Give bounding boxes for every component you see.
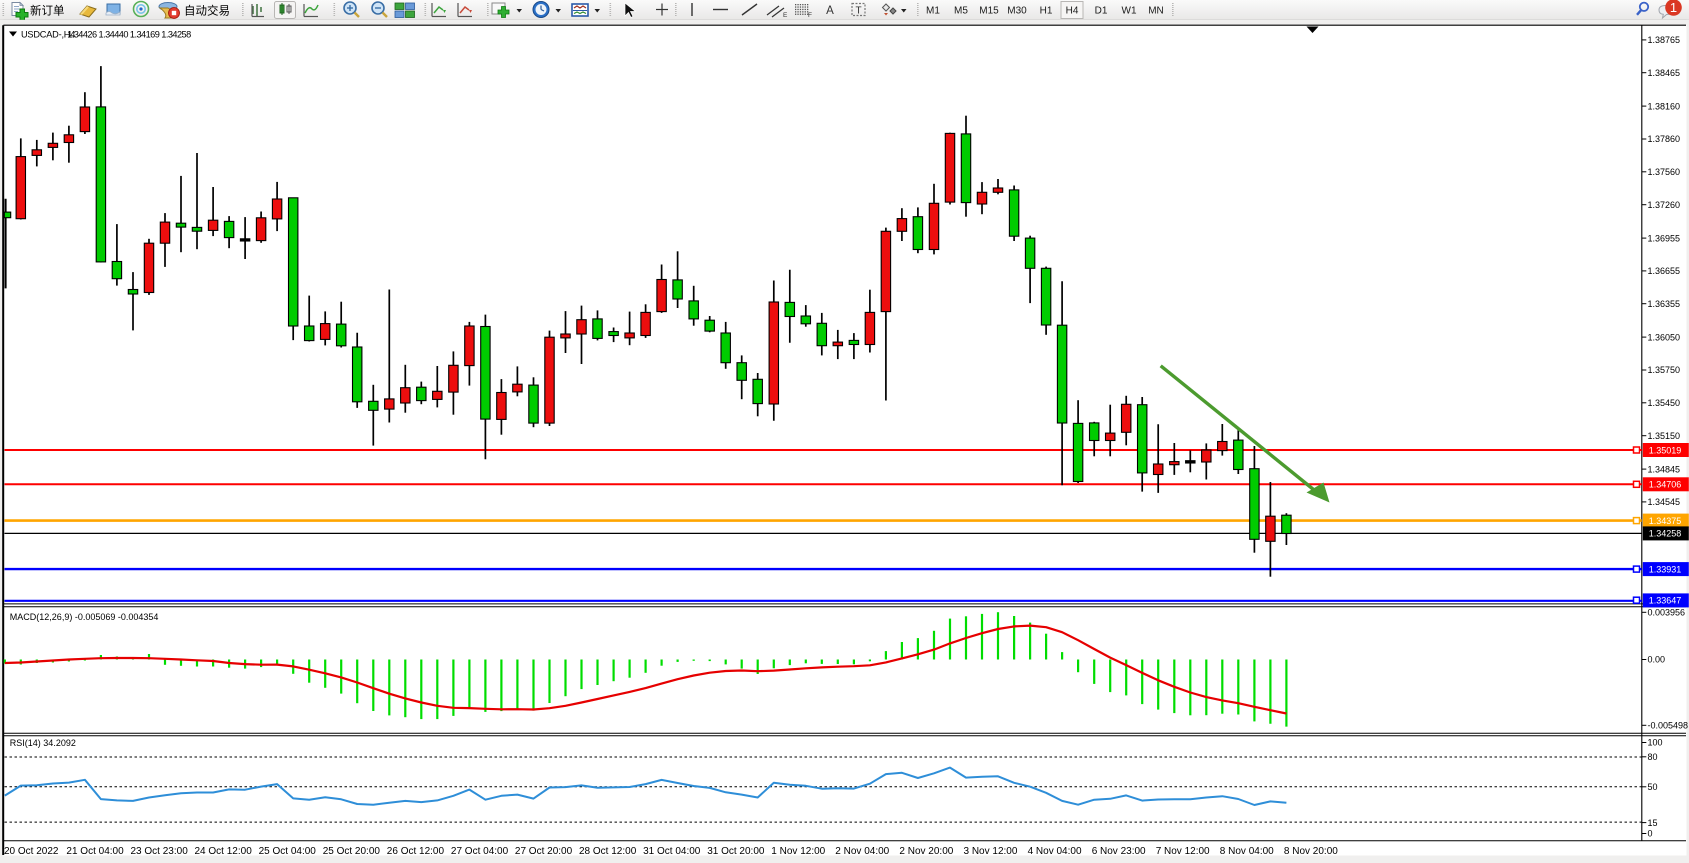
svg-text:F: F bbox=[808, 12, 812, 19]
svg-text:1.33647: 1.33647 bbox=[1649, 596, 1682, 606]
svg-text:1.38160: 1.38160 bbox=[1648, 101, 1681, 111]
svg-text:1.36655: 1.36655 bbox=[1648, 266, 1681, 276]
svg-text:M15: M15 bbox=[979, 6, 999, 17]
svg-text:4 Nov 04:00: 4 Nov 04:00 bbox=[1028, 846, 1082, 857]
svg-text:2 Nov 20:00: 2 Nov 20:00 bbox=[899, 846, 953, 857]
svg-text:A: A bbox=[826, 5, 834, 17]
svg-text:USDCAD-,H4: USDCAD-,H4 bbox=[21, 30, 75, 40]
svg-text:1.37560: 1.37560 bbox=[1648, 167, 1681, 177]
svg-text:M5: M5 bbox=[954, 6, 968, 17]
svg-text:8 Nov 20:00: 8 Nov 20:00 bbox=[1284, 846, 1338, 857]
svg-text:31 Oct 04:00: 31 Oct 04:00 bbox=[643, 846, 701, 857]
svg-text:H1: H1 bbox=[1040, 6, 1053, 17]
svg-text:1.37860: 1.37860 bbox=[1648, 134, 1681, 144]
svg-text:自动交易: 自动交易 bbox=[184, 4, 230, 18]
svg-text:1.34845: 1.34845 bbox=[1648, 464, 1681, 474]
svg-text:8 Nov 04:00: 8 Nov 04:00 bbox=[1220, 846, 1274, 857]
svg-text:25 Oct 20:00: 25 Oct 20:00 bbox=[323, 846, 381, 857]
svg-text:W1: W1 bbox=[1122, 6, 1137, 17]
svg-text:3 Nov 12:00: 3 Nov 12:00 bbox=[964, 846, 1018, 857]
svg-text:1.38765: 1.38765 bbox=[1648, 35, 1681, 45]
svg-text:6 Nov 23:00: 6 Nov 23:00 bbox=[1092, 846, 1146, 857]
svg-text:T: T bbox=[855, 6, 861, 17]
svg-text:M1: M1 bbox=[926, 6, 940, 17]
svg-text:1.33931: 1.33931 bbox=[1649, 564, 1682, 574]
svg-text:21 Oct 04:00: 21 Oct 04:00 bbox=[66, 846, 124, 857]
svg-text:28 Oct 12:00: 28 Oct 12:00 bbox=[579, 846, 637, 857]
svg-text:1.34426 1.34440 1.34169 1.3425: 1.34426 1.34440 1.34169 1.34258 bbox=[67, 30, 191, 40]
svg-text:24 Oct 12:00: 24 Oct 12:00 bbox=[195, 846, 253, 857]
svg-text:26 Oct 12:00: 26 Oct 12:00 bbox=[387, 846, 445, 857]
svg-text:50: 50 bbox=[1648, 782, 1658, 792]
svg-text:20 Oct 2022: 20 Oct 2022 bbox=[4, 846, 59, 857]
svg-text:1: 1 bbox=[1670, 0, 1677, 15]
svg-text:MACD(12,26,9) -0.005069 -0.004: MACD(12,26,9) -0.005069 -0.004354 bbox=[10, 612, 159, 622]
svg-text:1.35150: 1.35150 bbox=[1648, 431, 1681, 441]
svg-text:23 Oct 23:00: 23 Oct 23:00 bbox=[131, 846, 189, 857]
svg-text:1.34375: 1.34375 bbox=[1649, 516, 1682, 526]
svg-text:1.34545: 1.34545 bbox=[1648, 497, 1681, 507]
svg-text:1.36050: 1.36050 bbox=[1648, 332, 1681, 342]
svg-text:1.35019: 1.35019 bbox=[1649, 445, 1682, 455]
svg-text:E: E bbox=[783, 12, 788, 19]
svg-text:25 Oct 04:00: 25 Oct 04:00 bbox=[259, 846, 317, 857]
svg-text:80: 80 bbox=[1648, 752, 1658, 762]
svg-text:RSI(14) 34.2092: RSI(14) 34.2092 bbox=[10, 738, 76, 748]
svg-text:D1: D1 bbox=[1095, 6, 1108, 17]
svg-text:1.36955: 1.36955 bbox=[1648, 233, 1681, 243]
svg-text:1.35450: 1.35450 bbox=[1648, 398, 1681, 408]
svg-text:100: 100 bbox=[1648, 738, 1663, 748]
svg-text:新订单: 新订单 bbox=[30, 4, 65, 18]
svg-text:1.34258: 1.34258 bbox=[1649, 529, 1682, 539]
svg-text:1.38465: 1.38465 bbox=[1648, 68, 1681, 78]
svg-text:1.37260: 1.37260 bbox=[1648, 200, 1681, 210]
svg-text:27 Oct 20:00: 27 Oct 20:00 bbox=[515, 846, 573, 857]
svg-text:7 Nov 12:00: 7 Nov 12:00 bbox=[1156, 846, 1210, 857]
svg-text:-0.005498: -0.005498 bbox=[1648, 721, 1689, 731]
svg-text:27 Oct 04:00: 27 Oct 04:00 bbox=[451, 846, 509, 857]
svg-text:0: 0 bbox=[1648, 829, 1653, 839]
svg-text:15: 15 bbox=[1648, 818, 1658, 828]
svg-text:H4: H4 bbox=[1066, 6, 1079, 17]
svg-text:1.34706: 1.34706 bbox=[1649, 480, 1682, 490]
svg-text:2 Nov 04:00: 2 Nov 04:00 bbox=[835, 846, 889, 857]
svg-text:1.36355: 1.36355 bbox=[1648, 299, 1681, 309]
svg-text:MN: MN bbox=[1148, 6, 1164, 17]
svg-text:31 Oct 20:00: 31 Oct 20:00 bbox=[707, 846, 765, 857]
svg-text:0.00: 0.00 bbox=[1648, 655, 1666, 665]
svg-text:0.003956: 0.003956 bbox=[1648, 608, 1686, 618]
svg-text:M30: M30 bbox=[1007, 6, 1027, 17]
svg-text:1.35750: 1.35750 bbox=[1648, 365, 1681, 375]
svg-text:1 Nov 12:00: 1 Nov 12:00 bbox=[771, 846, 825, 857]
